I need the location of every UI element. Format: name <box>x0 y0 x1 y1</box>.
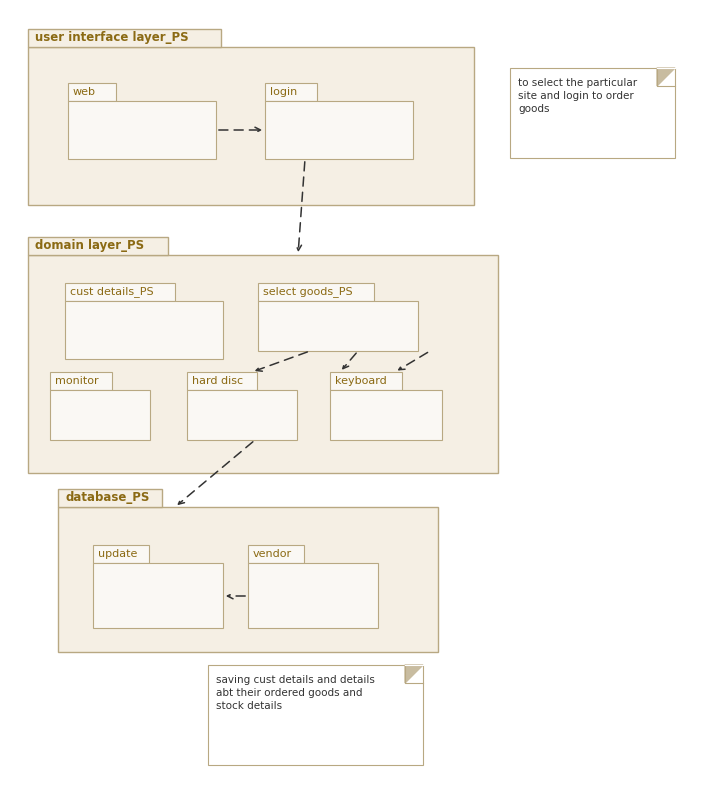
Text: database_PS: database_PS <box>65 492 149 504</box>
Text: hard disc: hard disc <box>192 376 243 386</box>
Bar <box>58 489 162 507</box>
Text: web: web <box>73 87 96 97</box>
Bar <box>28 29 221 47</box>
Bar <box>65 301 223 359</box>
Bar <box>510 68 675 158</box>
Bar <box>93 563 223 628</box>
Bar <box>93 545 149 563</box>
Bar <box>28 255 498 473</box>
Bar <box>330 390 442 440</box>
Polygon shape <box>657 68 675 86</box>
Bar <box>50 390 150 440</box>
Bar <box>50 372 112 390</box>
Polygon shape <box>405 665 423 683</box>
Bar <box>187 372 257 390</box>
Bar <box>248 563 378 628</box>
Text: update: update <box>98 549 137 559</box>
Bar <box>248 545 304 563</box>
Bar <box>330 372 402 390</box>
Bar <box>68 101 216 159</box>
Bar <box>258 301 418 351</box>
Text: to select the particular
site and login to order
goods: to select the particular site and login … <box>518 78 637 114</box>
Text: login: login <box>270 87 297 97</box>
Text: saving cust details and details
abt their ordered goods and
stock details: saving cust details and details abt thei… <box>216 675 375 711</box>
Text: keyboard: keyboard <box>335 376 387 386</box>
Bar <box>28 237 168 255</box>
Bar <box>58 507 438 652</box>
Bar <box>265 101 413 159</box>
Bar <box>258 283 374 301</box>
Text: select goods_PS: select goods_PS <box>263 286 353 297</box>
Bar <box>28 47 474 205</box>
Bar <box>68 83 116 101</box>
Text: user interface layer_PS: user interface layer_PS <box>35 32 188 44</box>
Bar <box>187 390 297 440</box>
Text: vendor: vendor <box>253 549 292 559</box>
Bar <box>265 83 317 101</box>
Bar <box>208 665 423 765</box>
Text: monitor: monitor <box>55 376 98 386</box>
Bar <box>65 283 175 301</box>
Text: domain layer_PS: domain layer_PS <box>35 239 144 252</box>
Text: cust details_PS: cust details_PS <box>70 286 154 297</box>
